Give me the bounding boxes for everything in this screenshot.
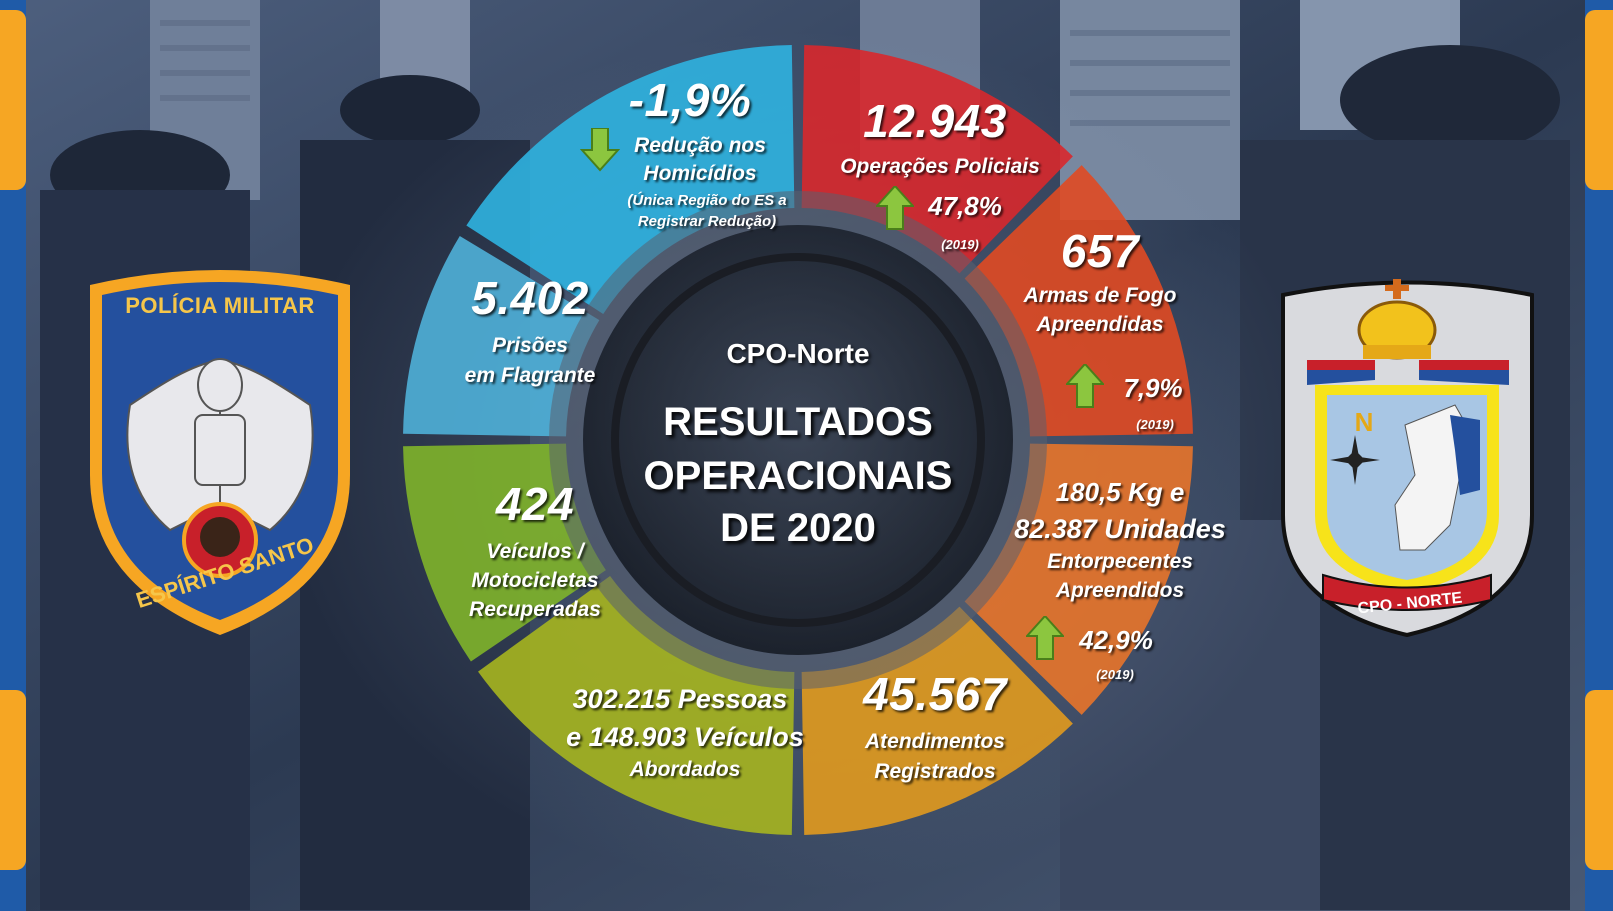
entorpecentes-pct: 42,9% — [1079, 625, 1153, 655]
frame-bar-right-top — [1585, 10, 1613, 190]
operacoes-value: 12.943 — [863, 95, 1007, 147]
arrow-up-icon — [1026, 616, 1064, 660]
frame-bar-left-bottom — [0, 690, 26, 870]
veiculos-value: 424 — [495, 478, 575, 530]
arrow-down-icon — [580, 128, 620, 172]
entorpecentes-label-2: Apreendidos — [1055, 579, 1185, 602]
center-title-line3: DE 2020 — [720, 506, 876, 550]
center-title-line1: RESULTADOS — [663, 400, 933, 444]
homicidios-note-1: (Única Região do ES a — [627, 192, 787, 209]
cpo-norte-badge — [1281, 279, 1534, 638]
entorpecentes-line1: 180,5 Kg e — [1055, 477, 1185, 507]
armas-pct: 7,9% — [1123, 373, 1183, 403]
entorpecentes-ref: (2019) — [1096, 667, 1134, 682]
center-border — [611, 253, 985, 627]
homicidios-label-1: Redução nos — [634, 134, 766, 157]
segment-veiculos — [403, 443, 606, 662]
segment-abordagens — [478, 576, 795, 835]
inner-ring — [549, 191, 1047, 689]
armas-value: 657 — [1060, 225, 1140, 277]
center-subtitle: CPO-Norte — [726, 338, 870, 369]
armas-label-2: Apreendidas — [1036, 313, 1164, 336]
veiculos-label-2: Motocicletas — [471, 569, 599, 592]
operacoes-label: Operações Policiais — [840, 155, 1040, 178]
arrow-up-icon — [1066, 364, 1104, 408]
abordagens-line2: e 148.903 Veículos — [566, 722, 804, 752]
center-disc — [583, 225, 1013, 655]
homicidios-label-2: Homicídios — [643, 162, 757, 185]
prisoes-value: 5.402 — [471, 272, 589, 324]
operacoes-pct: 47,8% — [928, 191, 1002, 221]
center-title-line2: OPERACIONAIS — [643, 454, 953, 498]
atendimentos-label-1: Atendimentos — [864, 730, 1005, 753]
arrow-up-icon — [876, 186, 914, 230]
veiculos-label-3: Recuperadas — [469, 598, 601, 621]
homicidios-note-2: Registrar Redução) — [637, 213, 777, 230]
atendimentos-label-2: Registrados — [874, 760, 996, 783]
frame-bar-left-top — [0, 10, 26, 190]
entorpecentes-label-1: Entorpecentes — [1047, 550, 1193, 573]
policia-militar-badge — [90, 270, 350, 635]
prisoes-label-1: Prisões — [492, 334, 568, 357]
frame-bar-right-bottom — [1585, 690, 1613, 870]
armas-label-1: Armas de Fogo — [1023, 284, 1177, 307]
abordagens-line1: 302.215 Pessoas — [572, 684, 788, 714]
badge-right-letter: N — [1354, 407, 1374, 437]
segment-prisoes — [403, 235, 600, 437]
homicidios-value: -1,9% — [628, 74, 752, 126]
atendimentos-value: 45.567 — [863, 668, 1007, 720]
badge-left-top-text: POLÍCIA MILITAR — [125, 293, 315, 318]
prisoes-label-2: em Flagrante — [464, 364, 596, 387]
veiculos-label-1: Veículos / — [486, 540, 584, 563]
operacoes-ref: (2019) — [941, 237, 979, 252]
entorpecentes-line2: 82.387 Unidades — [1014, 514, 1226, 544]
segment-homicidios — [466, 45, 795, 314]
armas-ref: (2019) — [1136, 417, 1174, 432]
abordagens-label: Abordados — [629, 758, 741, 781]
